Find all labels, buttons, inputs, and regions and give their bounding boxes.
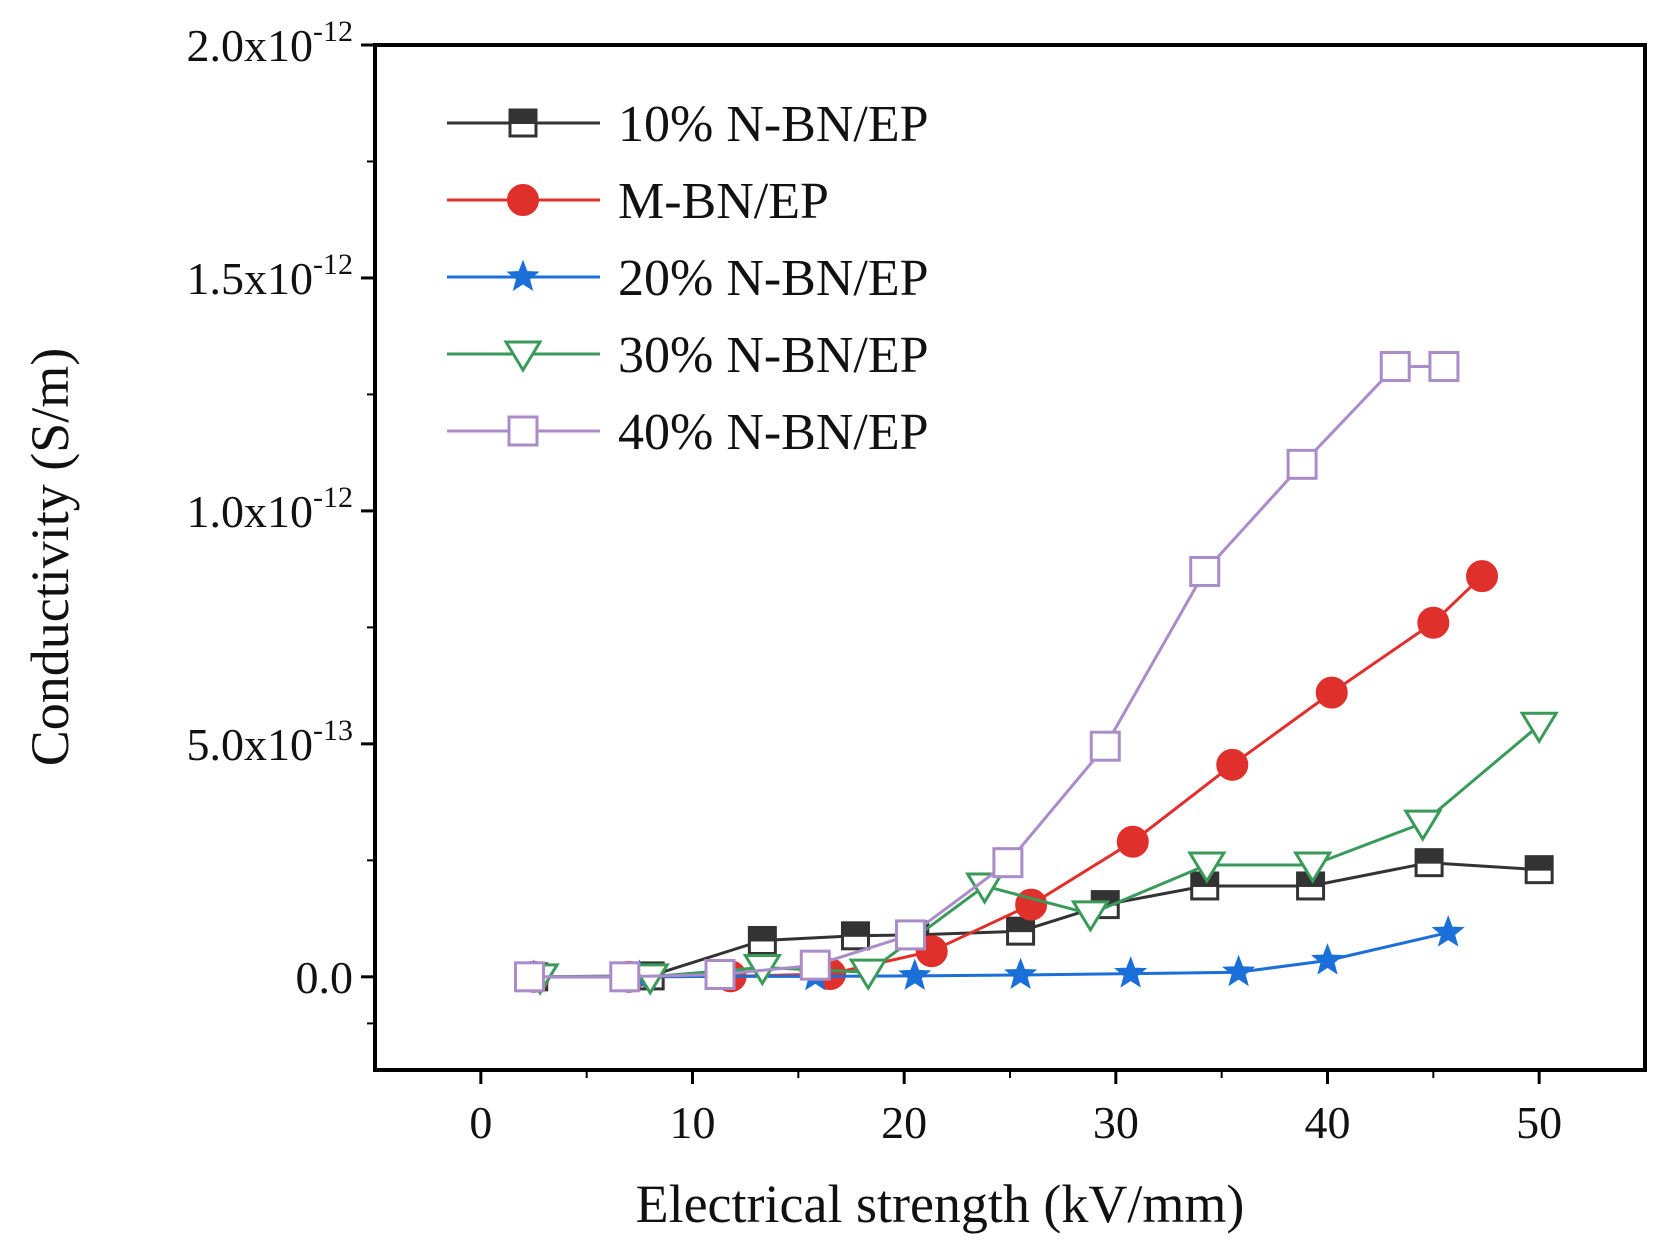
- data-point-40pct-n-bn-ep: [609, 961, 641, 993]
- data-point-m-bn-ep: [1216, 748, 1249, 781]
- legend-marker: [506, 259, 540, 292]
- data-point-30pct-n-bn-ep: [1187, 851, 1227, 884]
- x-tick-label: 50: [1516, 1097, 1562, 1148]
- x-tick-label: 30: [1093, 1097, 1139, 1148]
- legend-label: 40% N-BN/EP: [618, 404, 929, 461]
- y-tick-label: 1.0x10-12: [187, 481, 354, 537]
- x-tick-label: 0: [469, 1097, 492, 1148]
- series-line-10pct-n-bn-ep: [533, 861, 1540, 979]
- data-point-30pct-n-bn-ep: [1070, 900, 1111, 933]
- data-point-20pct-n-bn-ep: [1310, 943, 1345, 975]
- series-40pct-n-bn-ep: [514, 350, 1460, 993]
- legend-label: 30% N-BN/EP: [618, 327, 929, 384]
- data-point-40pct-n-bn-ep: [1286, 448, 1318, 480]
- data-point-40pct-n-bn-ep: [704, 958, 736, 990]
- y-tick-label: 5.0x10-13: [187, 714, 354, 770]
- legend-label: M-BN/EP: [618, 173, 829, 230]
- data-point-10pct-n-bn-ep: [1006, 916, 1036, 946]
- data-point-10pct-n-bn-ep: [1414, 848, 1444, 878]
- data-point-10pct-n-bn-ep: [1524, 855, 1554, 885]
- x-tick-label: 40: [1305, 1097, 1351, 1148]
- data-point-m-bn-ep: [1116, 825, 1149, 858]
- legend: 10% N-BN/EP M-BN/EP 20% N-BN/EP 30% N-BN/EP…: [447, 96, 929, 461]
- data-point-20pct-n-bn-ep: [1114, 956, 1148, 988]
- data-point-20pct-n-bn-ep: [1222, 954, 1256, 987]
- data-point-40pct-n-bn-ep: [992, 847, 1024, 879]
- y-tick-label: 0.0: [296, 952, 354, 1003]
- legend-marker: [507, 184, 539, 216]
- data-point-20pct-n-bn-ep: [898, 958, 932, 990]
- legend-item-30pct-n-bn-ep: 30% N-BN/EP: [447, 327, 929, 384]
- series-line-30pct-n-bn-ep: [540, 724, 1541, 979]
- data-point-40pct-n-bn-ep: [1428, 350, 1460, 382]
- data-point-20pct-n-bn-ep: [1004, 957, 1038, 990]
- data-point-30pct-n-bn-ep: [848, 958, 888, 992]
- data-point-30pct-n-bn-ep: [1403, 809, 1443, 842]
- data-point-30pct-n-bn-ep: [1293, 851, 1333, 884]
- legend-label: 20% N-BN/EP: [618, 250, 929, 307]
- data-point-30pct-n-bn-ep: [1519, 711, 1559, 745]
- legend-marker: [508, 108, 538, 138]
- data-point-m-bn-ep: [1315, 676, 1348, 709]
- legend-item-20pct-n-bn-ep: 20% N-BN/EP: [447, 250, 929, 307]
- data-point-20pct-n-bn-ep: [1431, 915, 1465, 947]
- y-axis-title: Conductivity (S/m): [20, 348, 80, 767]
- series-30pct-n-bn-ep: [520, 711, 1559, 996]
- series-10pct-n-bn-ep: [519, 848, 1554, 992]
- axis-ticks: 0 10 20 30 40 50 0.0 5.0x10-13 1.0x10-12 1.5x10-1…: [187, 15, 1563, 1148]
- x-tick-label: 20: [881, 1097, 927, 1148]
- legend-item-10pct-n-bn-ep: 10% N-BN/EP: [447, 96, 929, 153]
- plot-data-layer: [514, 350, 1559, 996]
- data-point-m-bn-ep: [1417, 606, 1450, 639]
- data-point-40pct-n-bn-ep: [1379, 350, 1411, 382]
- legend-marker: [503, 340, 543, 373]
- data-point-10pct-n-bn-ep: [840, 921, 870, 951]
- legend-marker: [507, 415, 539, 447]
- legend-label: 10% N-BN/EP: [618, 96, 929, 153]
- data-point-40pct-n-bn-ep: [1189, 555, 1221, 587]
- data-point-40pct-n-bn-ep: [514, 961, 546, 993]
- data-point-m-bn-ep: [1466, 560, 1499, 593]
- data-point-40pct-n-bn-ep: [1089, 730, 1121, 762]
- x-tick-label: 10: [670, 1097, 716, 1148]
- data-point-30pct-n-bn-ep: [630, 963, 670, 996]
- x-axis-title: Electrical strength (kV/mm): [636, 1174, 1245, 1234]
- data-point-40pct-n-bn-ep: [895, 919, 927, 951]
- legend-item-m-bn-ep: M-BN/EP: [447, 173, 829, 230]
- y-tick-label: 1.5x10-12: [187, 248, 354, 304]
- data-point-40pct-n-bn-ep: [799, 949, 831, 981]
- series-line-m-bn-ep: [533, 575, 1484, 979]
- y-tick-label: 2.0x10-12: [187, 15, 354, 71]
- data-point-10pct-n-bn-ep: [747, 925, 777, 955]
- legend-item-40pct-n-bn-ep: 40% N-BN/EP: [447, 404, 929, 461]
